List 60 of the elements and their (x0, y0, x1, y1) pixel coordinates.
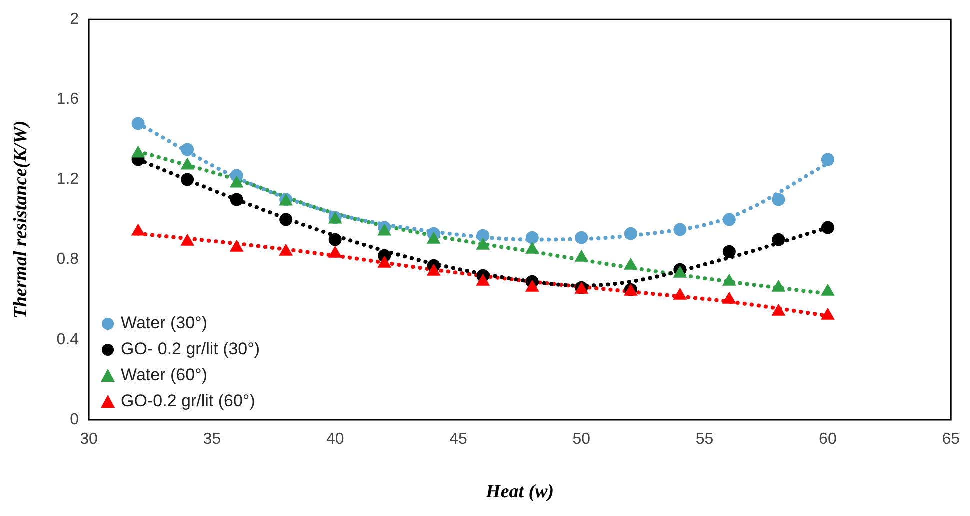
x-axis-title: Heat (w) (485, 482, 554, 503)
point (624, 227, 638, 240)
point (772, 304, 786, 316)
point (674, 223, 687, 236)
point (378, 224, 392, 236)
x-tick-label: 65 (942, 431, 960, 448)
y-tick-label: 2 (70, 11, 80, 28)
point (476, 238, 490, 250)
point (722, 213, 736, 226)
point (230, 193, 244, 206)
point (624, 258, 638, 270)
point (181, 143, 194, 156)
point (526, 242, 539, 254)
point (132, 224, 145, 236)
point (427, 232, 440, 244)
y-tick-label: 0 (70, 411, 80, 428)
point (575, 250, 588, 262)
point (328, 246, 342, 258)
point (821, 221, 834, 234)
y-tick-label: 0.8 (56, 251, 80, 268)
point (821, 308, 835, 320)
legend-label: GO-0.2 gr/lit (60°) (121, 392, 256, 411)
point (280, 213, 293, 226)
point (280, 244, 293, 256)
point (328, 233, 342, 246)
y-tick-label: 0.4 (56, 331, 80, 348)
point (476, 274, 490, 286)
point (132, 117, 145, 130)
point (526, 280, 539, 292)
x-tick-label: 45 (450, 431, 468, 448)
point (821, 284, 835, 296)
point (821, 153, 834, 166)
point (772, 193, 786, 206)
y-tick-label: 1.6 (56, 91, 80, 108)
point (230, 240, 244, 252)
point (181, 234, 194, 246)
point (722, 245, 736, 258)
point (772, 280, 786, 292)
point (526, 231, 539, 244)
point (674, 288, 687, 300)
x-tick-label: 50 (572, 431, 591, 448)
point (722, 292, 736, 304)
x-tick-label: 30 (80, 431, 98, 448)
y-tick-label: 1.2 (56, 171, 80, 188)
legend-label: Water (30°) (121, 314, 208, 333)
legend-label: GO- 0.2 gr/lit (30°) (121, 340, 260, 359)
point (378, 256, 392, 268)
x-tick-label: 40 (326, 431, 344, 448)
x-tick-label: 60 (819, 431, 837, 448)
legend-label: Water (60°) (121, 366, 208, 385)
point (476, 229, 490, 242)
point (181, 173, 194, 186)
point (674, 266, 687, 278)
point (772, 233, 786, 246)
point (722, 274, 736, 286)
point (427, 264, 440, 276)
x-tick-label: 55 (696, 431, 714, 448)
y-axis-title: Thermal resistance(K/W) (10, 120, 32, 319)
point (575, 231, 588, 244)
x-tick-label: 35 (203, 431, 222, 448)
